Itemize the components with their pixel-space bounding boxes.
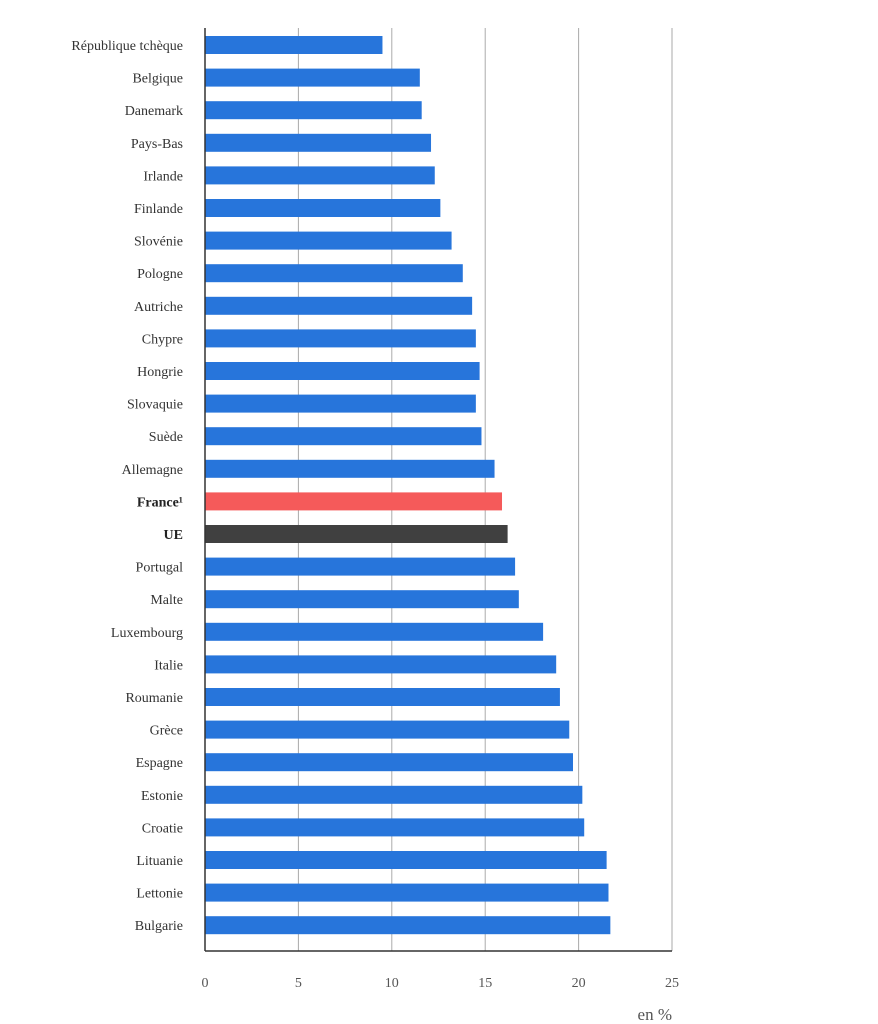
category-label-ue: UE <box>164 528 183 543</box>
category-label-suede: Suède <box>149 430 183 445</box>
bar-luxembourg <box>205 622 544 641</box>
bar-lituanie <box>205 851 607 869</box>
category-label-portugal: Portugal <box>136 561 184 576</box>
category-label-pays-bas: Pays-Bas <box>131 137 183 152</box>
category-label-lituanie: Lituanie <box>136 854 183 869</box>
axes <box>204 28 672 952</box>
x-tick-labels: 0 5 10 15 20 25 <box>202 976 680 991</box>
x-axis-label: en % <box>638 1005 672 1024</box>
bar-republique-tcheque <box>205 36 383 54</box>
category-label-grece: Grèce <box>150 724 183 739</box>
bar-pays-bas <box>205 133 432 152</box>
category-label-finlande: Finlande <box>134 202 183 217</box>
category-label-pologne: Pologne <box>137 267 183 282</box>
bar-italie <box>205 655 557 674</box>
bar-slovenie <box>205 231 452 250</box>
x-tick-label-20: 20 <box>572 976 586 991</box>
bar-roumanie <box>205 688 560 706</box>
bar-france <box>205 492 503 511</box>
category-label-croatie: Croatie <box>142 821 183 836</box>
bar-ue <box>205 525 508 543</box>
category-label-luxembourg: Luxembourg <box>111 626 183 641</box>
category-label-belgique: Belgique <box>132 72 183 87</box>
category-label-lettonie: Lettonie <box>136 887 183 902</box>
bar-estonie <box>205 785 583 804</box>
bar-pologne <box>205 264 463 283</box>
bar-irlande <box>205 166 435 185</box>
category-label-danemark: Danemark <box>125 104 183 119</box>
bar-grece <box>205 720 570 739</box>
category-label-roumanie: Roumanie <box>125 691 183 706</box>
x-tick-label-25: 25 <box>665 976 679 991</box>
category-label-allemagne: Allemagne <box>122 463 183 478</box>
x-tick-label-0: 0 <box>202 976 209 991</box>
category-label-chypre: Chypre <box>142 332 183 347</box>
bar-portugal <box>205 557 516 576</box>
bar-chypre <box>205 329 476 348</box>
bar-hongrie <box>205 362 480 380</box>
x-tick-label-5: 5 <box>295 976 302 991</box>
category-labels: République tchèque Belgique Danemark Pays-B… <box>71 39 183 934</box>
bar-finlande <box>205 199 441 217</box>
category-label-italie: Italie <box>154 658 183 673</box>
category-label-slovenie: Slovénie <box>134 235 183 250</box>
category-label-france: France¹ <box>137 495 183 510</box>
bar-slovaquie <box>205 394 476 413</box>
category-label-estonie: Estonie <box>141 789 183 804</box>
category-label-republique-tcheque: République tchèque <box>71 39 183 54</box>
bar-danemark <box>205 101 422 120</box>
bars <box>205 36 611 935</box>
category-label-malte: Malte <box>150 593 183 608</box>
category-label-autriche: Autriche <box>134 300 183 315</box>
bar-lettonie <box>205 883 609 902</box>
bar-bulgarie <box>205 916 611 935</box>
x-tick-label-15: 15 <box>478 976 492 991</box>
category-label-slovaquie: Slovaquie <box>127 398 183 413</box>
bar-belgique <box>205 68 420 87</box>
x-tick-label-10: 10 <box>385 976 399 991</box>
bar-suede <box>205 427 482 446</box>
bar-malte <box>205 590 519 609</box>
bar-espagne <box>205 753 573 772</box>
bar-allemagne <box>205 459 495 478</box>
category-label-irlande: Irlande <box>143 169 183 184</box>
category-label-hongrie: Hongrie <box>137 365 183 380</box>
bar-autriche <box>205 296 473 315</box>
bar-croatie <box>205 818 585 837</box>
category-label-espagne: Espagne <box>136 756 183 771</box>
category-label-bulgarie: Bulgarie <box>135 919 183 934</box>
